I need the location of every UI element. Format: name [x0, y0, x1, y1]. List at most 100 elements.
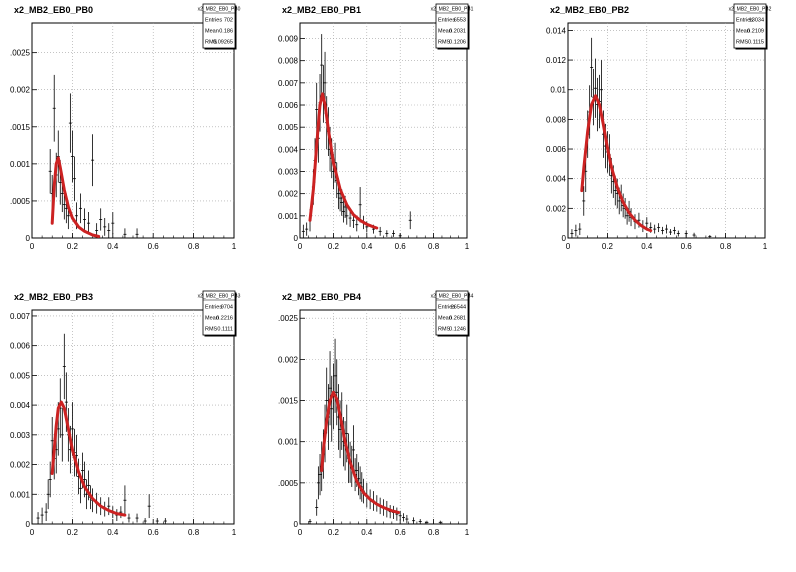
y-tick-label: 0.005	[278, 123, 299, 132]
stats-value: 0.1246	[449, 327, 466, 333]
stats-label: RMS	[205, 327, 218, 333]
x-tick-label: 0.4	[107, 528, 119, 537]
stats-value: 702	[224, 18, 233, 24]
y-tick-label: .0015	[10, 123, 31, 132]
fit-curve	[580, 94, 653, 233]
y-tick-label: 0.003	[278, 168, 299, 177]
stats-box-frame	[202, 290, 236, 336]
plot-frame	[567, 22, 766, 239]
x-tick-label: 0.2	[602, 242, 614, 251]
stats-label: RMS	[438, 327, 451, 333]
y-tick-label: 0.004	[546, 175, 567, 184]
stats-label: Entries	[438, 305, 455, 311]
stats-label: Mean	[438, 316, 452, 322]
stats-value: 13034	[749, 18, 764, 24]
y-tick-label-zero: 0	[26, 234, 31, 243]
y-tick-label: 0.002	[546, 204, 567, 213]
y-tick-label: .0025	[278, 314, 299, 323]
y-tick-label-zero: 0	[26, 520, 31, 529]
plot-frame	[31, 22, 235, 239]
stats-label: Entries	[736, 18, 753, 24]
stats-label: Mean	[736, 29, 750, 35]
histogram-panel: x2_MB2_EB0_PB2 0 0.2 0.4 0.6 0.8 1 0.002 0.004 0.…	[546, 3, 772, 251]
x-tick-label: 0.8	[428, 242, 440, 251]
y-tick-label: 0.009	[278, 35, 299, 44]
y-tick-label: 0.001	[10, 490, 31, 499]
y-tick-label: .0005	[278, 479, 299, 488]
y-tick-label: 0.006	[546, 145, 567, 154]
plot-frame	[299, 22, 468, 239]
x-tick-label: 1	[232, 242, 237, 251]
x-tick-label: 0.2	[67, 528, 79, 537]
x-tick-label: 0.8	[428, 528, 440, 537]
y-tick-label: 0.004	[278, 145, 299, 154]
stats-value: 26544	[451, 305, 466, 311]
y-tick-label: 0.002	[278, 355, 299, 364]
stats-name: x2_MB2_EB0_PB2	[729, 7, 772, 13]
x-tick-label: 0	[298, 242, 303, 251]
x-tick-label: 0.6	[148, 242, 160, 251]
y-tick-label: 0.007	[278, 79, 299, 88]
x-tick-label: 0.8	[720, 242, 732, 251]
x-tick-label: 1	[465, 528, 470, 537]
stats-label: Entries	[205, 18, 222, 24]
y-tick-label: 0.014	[546, 26, 567, 35]
stats-label: Mean	[205, 316, 219, 322]
stats-box-frame	[435, 3, 469, 49]
x-tick-label: 0.2	[328, 528, 340, 537]
y-tick-label: .0025	[10, 49, 31, 58]
histogram-panel: x2_MB2_EB0_PB1 0 0.2 0.4 0.6 0.8 1 0.001 0.002 0.…	[278, 3, 474, 251]
stats-label: RMS	[736, 40, 749, 46]
histogram-panel: x2_MB2_EB0_PB0 0 0.2 0.4 0.6 0.8 1 .0005 0.001 .0…	[10, 3, 241, 251]
y-tick-label: 0.001	[278, 438, 299, 447]
panel-title: x2_MB2_EB0_PB2	[550, 5, 629, 15]
x-tick-label: 0	[566, 242, 571, 251]
y-tick-label: 0.006	[278, 101, 299, 110]
x-tick-label: 0	[298, 528, 303, 537]
panel-title: x2_MB2_EB0_PB1	[282, 5, 361, 15]
stats-label: Mean	[205, 29, 219, 35]
fit-curve	[50, 400, 127, 517]
histogram-panel: x2_MB2_EB0_PB4 0 0.2 0.4 0.6 0.8 1 .0005 0.001 .0…	[278, 290, 474, 537]
stats-label: RMS	[438, 40, 451, 46]
stats-name: x2_MB2_EB0_PB1	[431, 7, 474, 13]
y-tick-label: 0.002	[278, 190, 299, 199]
y-tick-label: 0.006	[10, 342, 31, 351]
y-tick-label-zero: 0	[294, 234, 299, 243]
y-tick-label: 0.004	[10, 401, 31, 410]
x-tick-label: 0.6	[681, 242, 693, 251]
y-tick-label: 0.008	[546, 115, 567, 124]
x-tick-label: 1	[465, 242, 470, 251]
x-tick-label: 0.8	[188, 242, 200, 251]
x-tick-label: 0.2	[67, 242, 79, 251]
stats-name: x2_MB2_EB0_PB0	[198, 7, 241, 13]
y-tick-label: 0.008	[278, 57, 299, 66]
x-tick-label: 0.6	[395, 528, 407, 537]
y-tick-label: 0.001	[278, 212, 299, 221]
stats-name: x2_MB2_EB0_PB3	[198, 294, 241, 300]
y-tick-label: .0015	[278, 397, 299, 406]
x-tick-label: 1	[232, 528, 237, 537]
x-tick-label: 0.4	[361, 528, 373, 537]
stats-value: 0.2681	[449, 316, 466, 322]
y-tick-label-zero: 0	[562, 234, 567, 243]
x-tick-label: 0.6	[395, 242, 407, 251]
panel-title: x2_MB2_EB0_PB3	[14, 292, 93, 302]
y-tick-label: .0005	[10, 197, 31, 206]
y-tick-label: 0.012	[546, 56, 567, 65]
y-tick-label-zero: 0	[294, 520, 299, 529]
fit-curve	[320, 390, 400, 514]
y-tick-label: 0.003	[10, 431, 31, 440]
y-tick-label: 0.005	[10, 371, 31, 380]
x-tick-label: 0.4	[361, 242, 373, 251]
y-tick-label: 0.01	[550, 86, 566, 95]
stats-box: x2_MB2_EB0_PB0 Entries 702 Mean 0.186RMS0.09…	[198, 3, 241, 50]
stats-label: RMS	[205, 40, 218, 46]
stats-value: 0.1111	[217, 327, 233, 333]
stats-label: Entries	[205, 305, 222, 311]
stats-value: 9704	[221, 305, 233, 311]
